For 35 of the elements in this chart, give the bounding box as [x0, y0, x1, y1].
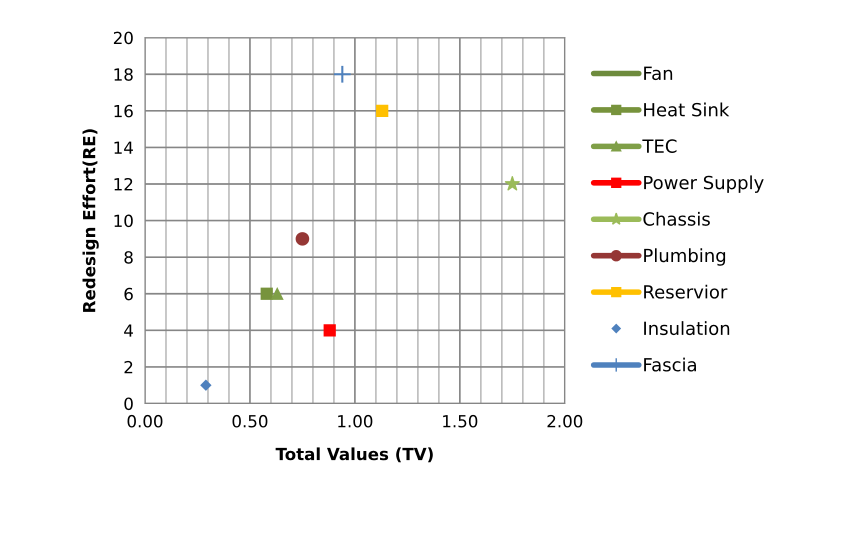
x-tick-label: 1.50: [443, 414, 478, 428]
point: [260, 288, 273, 300]
x-tick-label: 1.00: [338, 414, 372, 428]
legend-label: TEC: [642, 139, 676, 153]
y-tick-label: 0: [124, 397, 133, 410]
point: [504, 176, 520, 191]
y-tick-label: 2: [124, 360, 132, 374]
y-tick-label: 8: [124, 251, 133, 264]
y-tick-label: 10: [114, 214, 133, 228]
y-tick-label: 16: [114, 104, 133, 118]
y-tick-label: 20: [114, 32, 133, 44]
legend-label: Insulation: [644, 321, 730, 336]
legend-label: Fascia: [644, 358, 696, 372]
point: [271, 288, 284, 300]
x-tick-label: 2.00: [547, 414, 582, 428]
legend-label: Plumbing: [644, 248, 726, 266]
legend-label: Heat Sink: [644, 102, 730, 117]
point: [324, 324, 336, 336]
y-tick-label: 6: [124, 288, 133, 300]
legend-label: Power Supply: [644, 175, 764, 193]
legend-label: Reservior: [644, 284, 728, 299]
point: [376, 104, 388, 117]
y-axis-title: Redesign Effort(RE): [82, 129, 99, 312]
point: [332, 64, 352, 84]
y-tick-label: 14: [114, 142, 133, 154]
x-axis-title: Total Values (TV): [276, 447, 433, 462]
legend-label: Fan: [644, 66, 672, 80]
y-tick-label: 18: [114, 68, 133, 81]
y-tick-label: 4: [124, 324, 133, 337]
legend-label: Chassis: [643, 212, 710, 226]
point: [296, 232, 310, 246]
point: [200, 380, 212, 391]
x-tick-label: 0.00: [128, 414, 162, 428]
y-tick-label: 12: [114, 178, 132, 190]
x-tick-label: 0.50: [232, 414, 268, 428]
